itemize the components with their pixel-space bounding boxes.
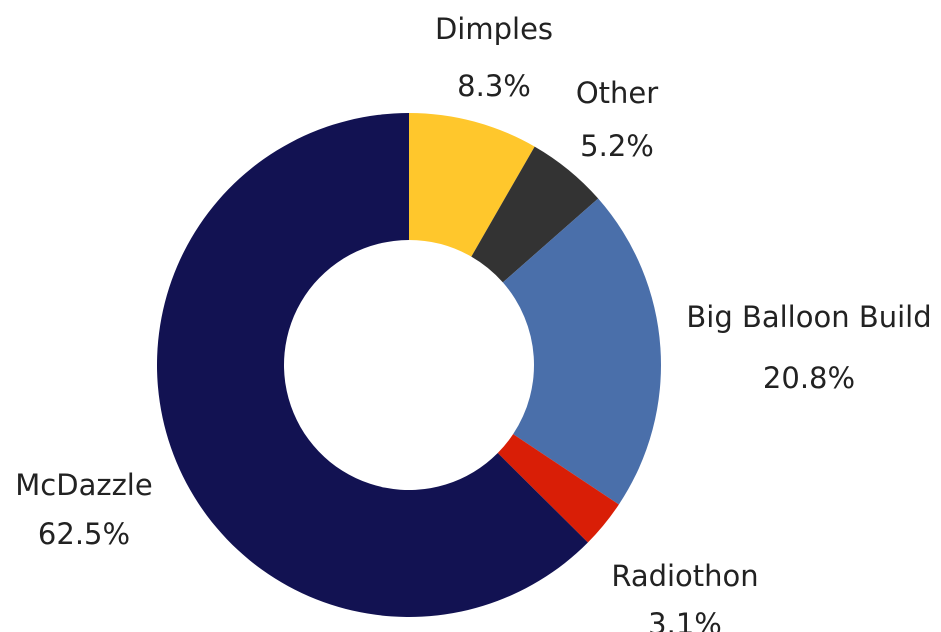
slice-label-value: 20.8% [763,361,855,395]
slice-labels: Dimples 8.3% Other 5.2% Big Balloon Build 20.… [15,12,931,632]
slice-dimples [409,113,535,257]
slice-label-value: 3.1% [648,607,722,632]
slice-label-value: 62.5% [38,517,130,551]
slice-radiothon [497,434,619,543]
slice-label-value: 5.2% [580,129,654,163]
slice-big-balloon-build [502,198,662,505]
slice-label-name: Other [576,76,658,110]
slice-label-name: Dimples [435,12,553,46]
slice-label-name: Radiothon [611,559,758,593]
slice-label-name: McDazzle [15,468,152,502]
slice-other [471,146,599,283]
slice-mcdazzle [157,113,588,618]
donut-slices [157,113,662,618]
slice-label-name: Big Balloon Build [686,300,931,334]
slice-label-value: 8.3% [457,69,531,103]
